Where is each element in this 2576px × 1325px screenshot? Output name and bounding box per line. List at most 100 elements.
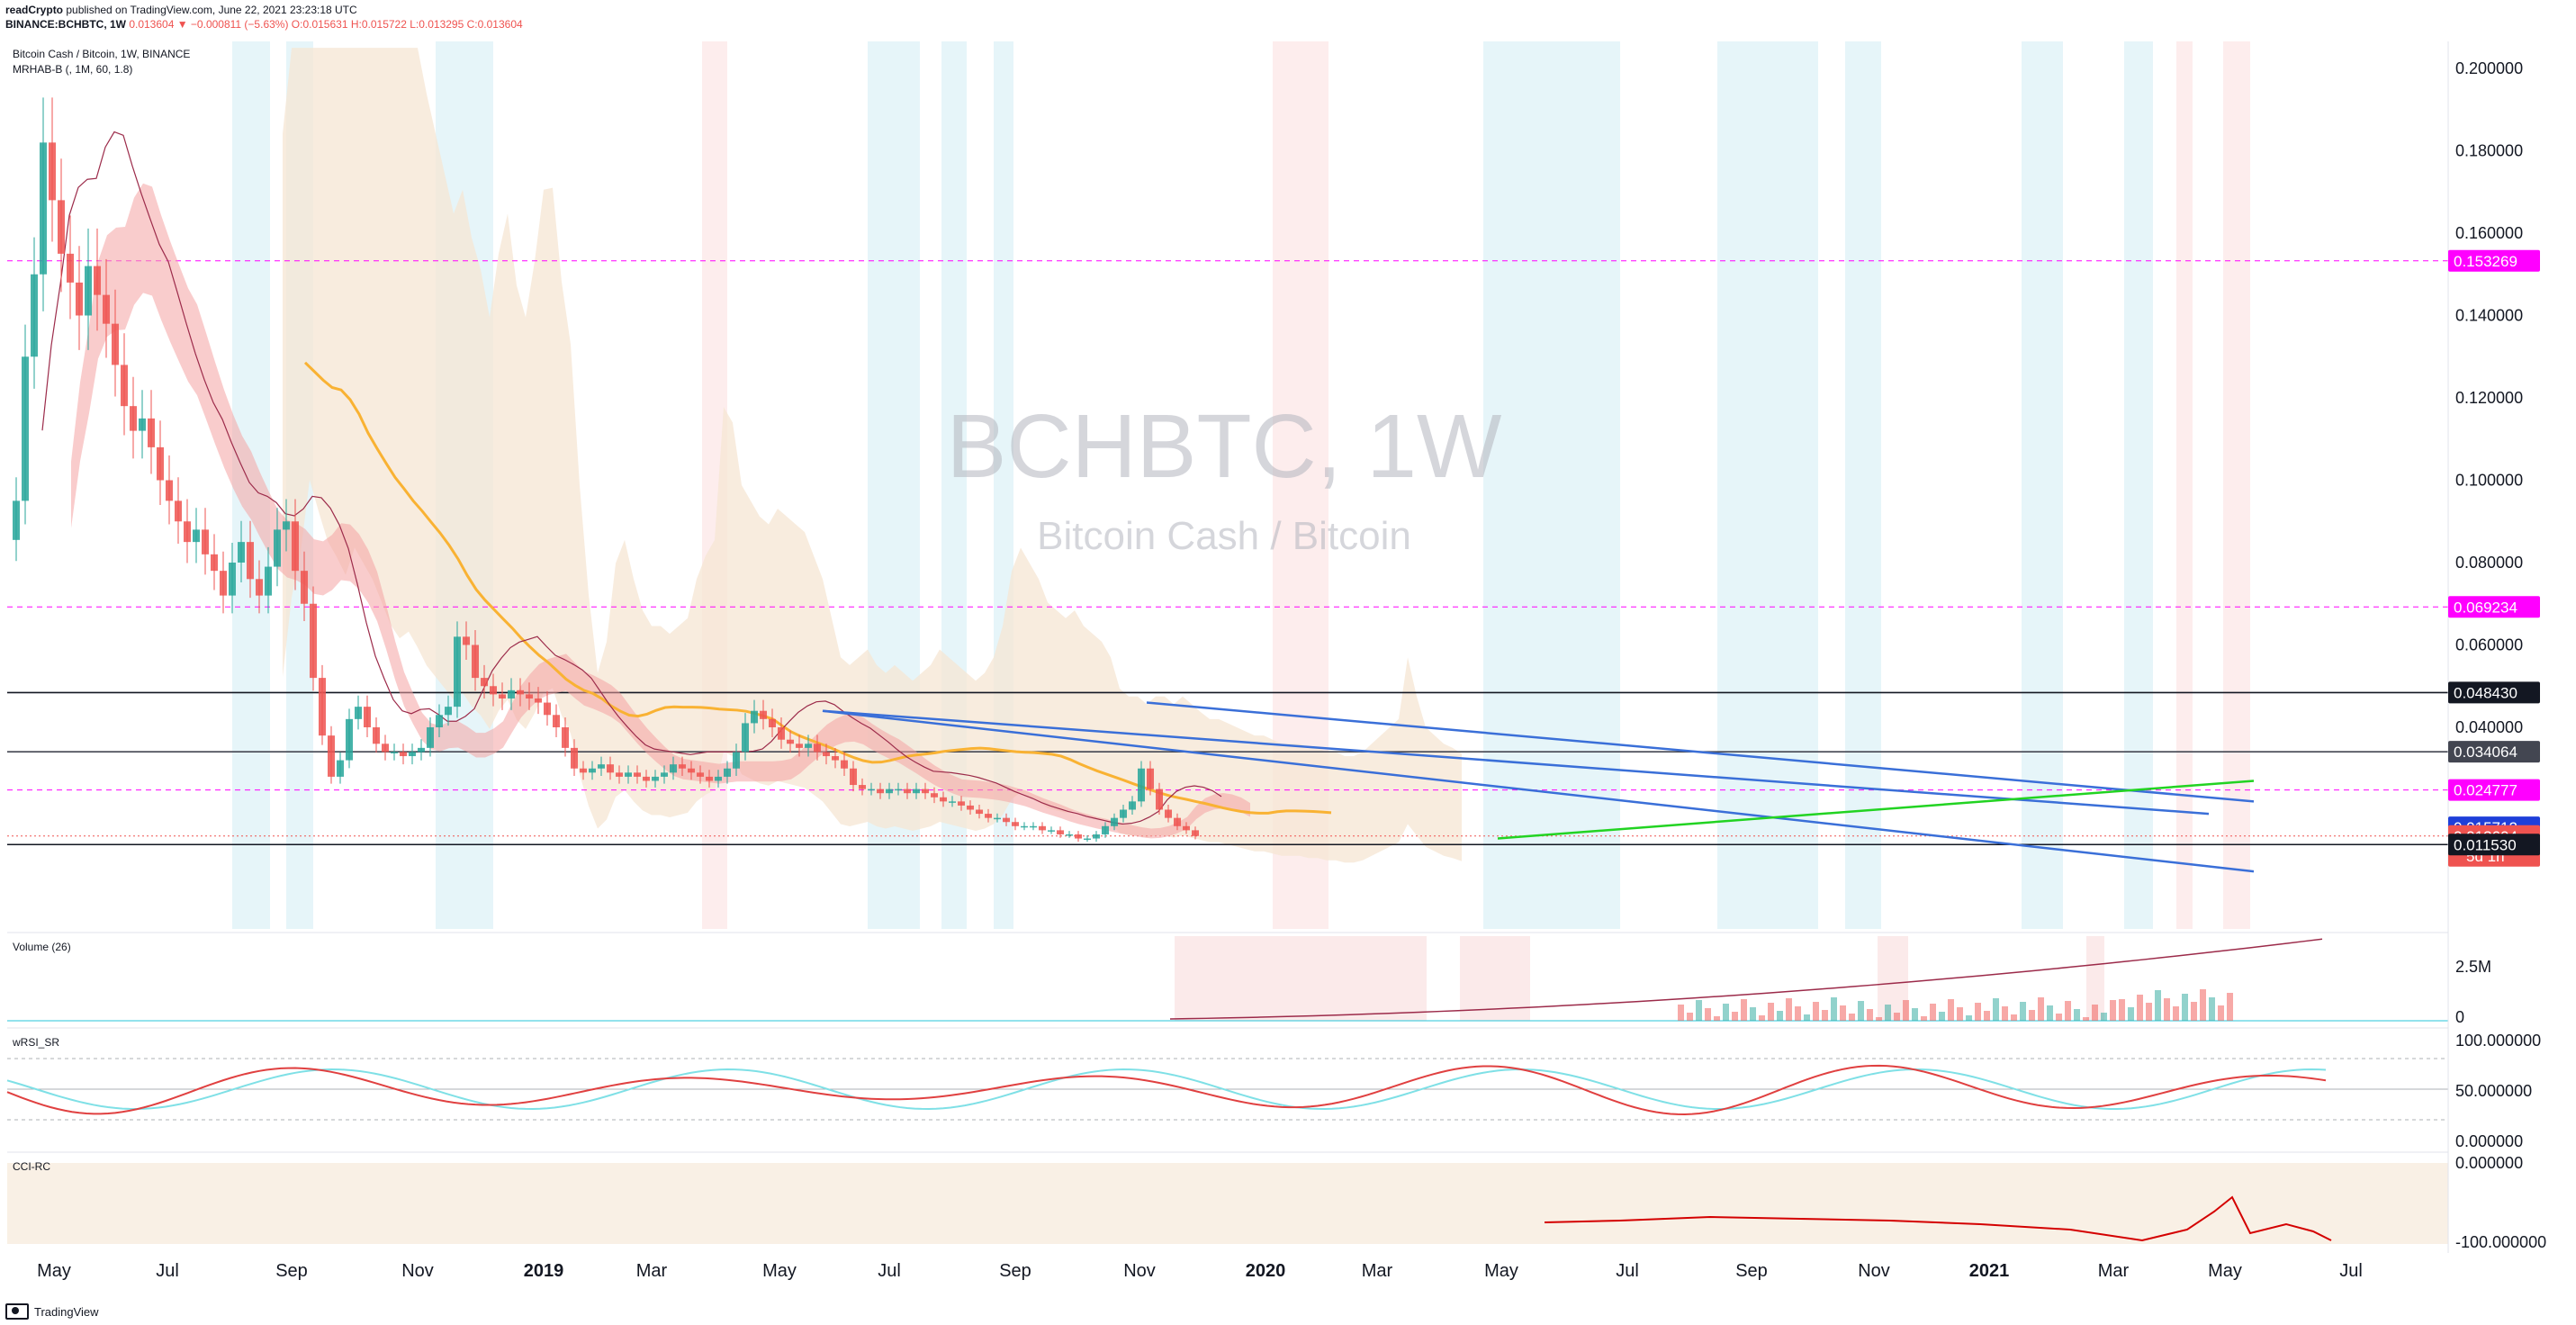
volume-bar bbox=[2083, 1017, 2089, 1021]
price-tag[interactable] bbox=[2448, 834, 2540, 856]
footer-brand[interactable]: TradingView bbox=[34, 1304, 99, 1319]
volume-bar bbox=[2200, 989, 2206, 1021]
candle-body bbox=[1039, 825, 1046, 831]
watermark-ticker: BCHBTC, 1W bbox=[947, 396, 1502, 497]
candle-body bbox=[841, 760, 848, 769]
candle-body bbox=[1138, 768, 1145, 802]
volume-bar bbox=[2164, 998, 2170, 1021]
price-levels bbox=[7, 260, 2448, 846]
volume-bar bbox=[1876, 1017, 1882, 1021]
volume-highlight bbox=[1460, 936, 1530, 1021]
x-tick-label: Nov bbox=[401, 1261, 434, 1281]
x-tick-label: Mar bbox=[2098, 1261, 2130, 1281]
candle-body bbox=[697, 772, 704, 777]
highlight-band bbox=[1483, 41, 1620, 929]
trendline[interactable] bbox=[1146, 701, 2255, 803]
candle-body bbox=[265, 566, 272, 596]
rsi-tick: 50.000000 bbox=[2455, 1082, 2532, 1100]
candle-body bbox=[58, 200, 65, 254]
candle-body bbox=[598, 764, 605, 769]
x-tick-label: Mar bbox=[1362, 1261, 1393, 1281]
time-axis[interactable]: May Jul Sep Nov 2019 Mar May Jul Sep Nov 2020 Mar Ma… bbox=[37, 1261, 2363, 1281]
author-name[interactable]: readCrypto bbox=[5, 4, 64, 16]
volume-bar bbox=[1939, 1012, 1945, 1021]
candle-body bbox=[931, 793, 938, 798]
candle-body bbox=[571, 747, 578, 769]
price-axis[interactable]: 0.153269 0.069234 0.048430 0.034064 0.024777… bbox=[2448, 59, 2540, 867]
candle-body bbox=[940, 797, 947, 802]
candle-body bbox=[688, 768, 695, 773]
candle-body bbox=[769, 718, 776, 727]
volume-bar bbox=[1840, 1005, 1846, 1021]
highlight-band bbox=[2124, 41, 2153, 929]
rsi-tick: 100.000000 bbox=[2455, 1032, 2541, 1050]
candle-body bbox=[778, 727, 785, 740]
trendlines[interactable] bbox=[822, 701, 2255, 873]
cci-tick: -100.000000 bbox=[2455, 1233, 2546, 1251]
candle-body bbox=[967, 805, 974, 810]
volume-bar bbox=[1858, 1001, 1864, 1021]
volume-bar bbox=[1705, 1008, 1711, 1021]
cloud-band bbox=[283, 48, 1462, 863]
volume-bar bbox=[2191, 1002, 2197, 1021]
candle-body bbox=[625, 772, 632, 777]
price-tag[interactable] bbox=[2448, 741, 2540, 763]
candle-body bbox=[526, 694, 533, 699]
candle-body bbox=[256, 579, 263, 596]
volume-bar bbox=[1867, 1009, 1873, 1021]
volume-tick: 0 bbox=[2455, 1008, 2464, 1026]
price-tag[interactable] bbox=[2448, 249, 2540, 272]
volume-bar bbox=[1723, 1004, 1729, 1021]
candle-body bbox=[1012, 822, 1019, 826]
candle-body bbox=[418, 747, 425, 753]
price-tag[interactable] bbox=[2448, 596, 2540, 618]
volume-bar bbox=[2047, 1005, 2053, 1021]
volume-highlight bbox=[2086, 936, 2104, 1021]
volume-bar bbox=[2038, 997, 2044, 1021]
price-tag[interactable] bbox=[2448, 681, 2540, 704]
volume-bar bbox=[1768, 1003, 1774, 1021]
chart-header: readCrypto published on TradingView.com,… bbox=[0, 0, 2576, 36]
y-tick-label: 0.100000 bbox=[2455, 472, 2523, 490]
volume-bar bbox=[1822, 1010, 1828, 1021]
candle-body bbox=[1183, 825, 1190, 831]
volume-bar bbox=[2128, 1007, 2134, 1021]
volume-bar bbox=[2146, 1003, 2152, 1021]
candle-body bbox=[814, 744, 821, 753]
cci-background bbox=[7, 1163, 2448, 1244]
x-tick-label: Mar bbox=[636, 1261, 668, 1281]
volume-bar bbox=[2173, 1006, 2179, 1021]
volume-bar bbox=[1732, 1012, 1738, 1021]
candle-body bbox=[508, 690, 515, 699]
publish-info: readCrypto published on TradingView.com,… bbox=[5, 4, 357, 16]
candle-body bbox=[958, 801, 965, 806]
candle-body bbox=[1030, 825, 1037, 828]
trendline[interactable] bbox=[1497, 780, 2255, 840]
candle-body bbox=[454, 636, 461, 708]
volume-bar bbox=[1714, 1016, 1720, 1021]
y-tick-label: 0.060000 bbox=[2455, 636, 2523, 654]
candle-body bbox=[742, 723, 749, 753]
candle-body bbox=[1021, 825, 1028, 828]
price-tag[interactable] bbox=[2448, 779, 2540, 801]
price-tag-label: 0.069234 bbox=[2454, 599, 2517, 616]
highlight-band bbox=[1717, 41, 1818, 929]
trendline[interactable] bbox=[822, 709, 2255, 873]
volume-bar bbox=[2227, 993, 2233, 1021]
candle-body bbox=[1048, 830, 1055, 832]
candle-body bbox=[1147, 768, 1154, 789]
candle-body bbox=[553, 715, 560, 727]
highlight-band bbox=[2176, 41, 2193, 929]
x-tick-label: Sep bbox=[1735, 1261, 1768, 1281]
cloud-band-shape bbox=[283, 48, 1462, 863]
volume-bar bbox=[2011, 1014, 2017, 1021]
candle-body bbox=[859, 785, 866, 789]
cci-line bbox=[1544, 1195, 2332, 1242]
candle-body bbox=[661, 772, 668, 777]
y-tick-label: 0.040000 bbox=[2455, 718, 2523, 736]
candle-body bbox=[499, 694, 506, 699]
candle-body bbox=[283, 521, 290, 530]
candle-body bbox=[985, 814, 992, 818]
trendline[interactable] bbox=[822, 709, 2210, 816]
